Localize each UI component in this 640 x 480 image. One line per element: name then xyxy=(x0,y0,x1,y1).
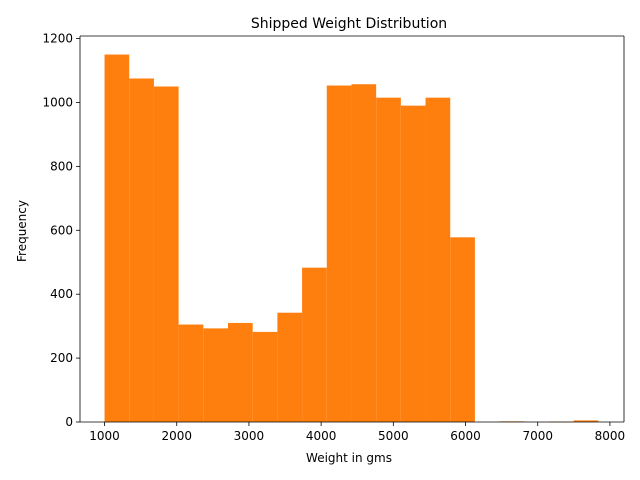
x-axis: 1000 2000 3000 4000 5000 6000 7000 8000 xyxy=(80,35,626,443)
histogram-bar-5 xyxy=(228,322,253,422)
y-axis: 0 200 400 600 800 1000 1200 xyxy=(42,32,625,429)
x-tick-label: 4000 xyxy=(306,429,337,443)
x-axis-title: Weight in gms xyxy=(306,451,392,465)
x-tick-label: 2000 xyxy=(161,429,192,443)
bars-group xyxy=(104,54,599,423)
histogram-bar-8 xyxy=(302,267,327,422)
chart-title: Shipped Weight Distribution xyxy=(251,16,447,32)
histogram-bar-11 xyxy=(376,97,401,422)
histogram-bar-17 xyxy=(573,420,599,422)
histogram-bar-1 xyxy=(129,78,154,422)
y-tick-label: 400 xyxy=(50,287,73,301)
x-tick-label: 5000 xyxy=(378,429,409,443)
histogram-bar-10 xyxy=(351,84,377,422)
y-tick-label: 600 xyxy=(50,223,73,237)
y-tick-label: 1000 xyxy=(42,95,73,109)
histogram-bar-14 xyxy=(450,237,475,422)
histogram-bar-4 xyxy=(203,328,229,422)
y-tick-label: 800 xyxy=(50,159,73,173)
histogram-bar-0 xyxy=(104,54,130,422)
y-tick-label: 1200 xyxy=(42,32,73,46)
y-tick-label: 200 xyxy=(50,351,73,365)
x-tick-label: 6000 xyxy=(450,429,481,443)
histogram-bar-7 xyxy=(277,312,303,422)
x-tick-label: 1000 xyxy=(89,429,120,443)
y-tick-label: 0 xyxy=(65,415,73,429)
histogram-bar-9 xyxy=(326,85,352,423)
y-axis-title: Frequency xyxy=(15,200,29,262)
histogram-bar-12 xyxy=(400,105,426,423)
histogram-bar-6 xyxy=(252,331,278,422)
histogram-bar-2 xyxy=(153,86,179,422)
x-tick-label: 8000 xyxy=(595,429,626,443)
x-tick-label: 7000 xyxy=(522,429,553,443)
x-tick-label: 3000 xyxy=(234,429,265,443)
histogram-bar-13 xyxy=(425,97,451,422)
histogram-bar-3 xyxy=(178,324,204,422)
